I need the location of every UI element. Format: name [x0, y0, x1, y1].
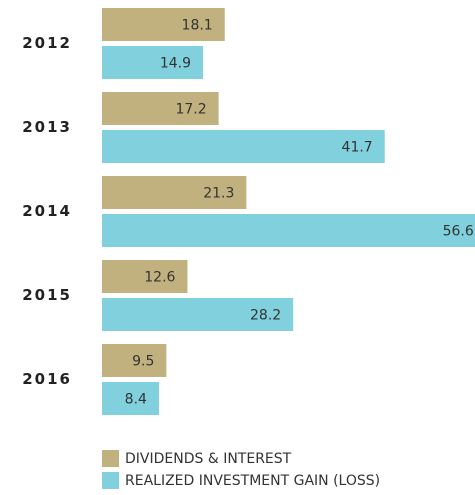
- legend-swatch: [102, 450, 119, 467]
- value-label: 14.9: [160, 56, 191, 72]
- category-label: 2014: [22, 202, 72, 220]
- legend-swatch: [102, 472, 119, 489]
- value-label: 21.3: [203, 186, 234, 202]
- value-label: 9.5: [132, 354, 154, 370]
- bar: [102, 8, 225, 41]
- category-label: 2015: [22, 286, 72, 304]
- bar: [102, 130, 385, 163]
- value-label: 41.7: [342, 140, 373, 156]
- bar: [102, 92, 219, 125]
- category-label: 2013: [22, 118, 72, 136]
- value-label: 28.2: [250, 308, 281, 324]
- bar: [102, 260, 188, 293]
- legend-label: REALIZED INVESTMENT GAIN (LOSS): [125, 473, 380, 489]
- value-label: 17.2: [175, 102, 206, 118]
- value-label: 8.4: [125, 392, 147, 408]
- value-label: 56.6: [443, 224, 474, 240]
- category-label: 2012: [22, 34, 72, 52]
- value-label: 12.6: [144, 270, 175, 286]
- bar: [102, 382, 159, 415]
- bar: [102, 46, 204, 79]
- bar: [102, 176, 247, 209]
- legend-label: DIVIDENDS & INTEREST: [125, 451, 292, 467]
- bar: [102, 214, 475, 247]
- bar: [102, 344, 167, 377]
- category-label: 2016: [22, 370, 72, 388]
- bar: [102, 298, 294, 331]
- value-label: 18.1: [182, 18, 213, 34]
